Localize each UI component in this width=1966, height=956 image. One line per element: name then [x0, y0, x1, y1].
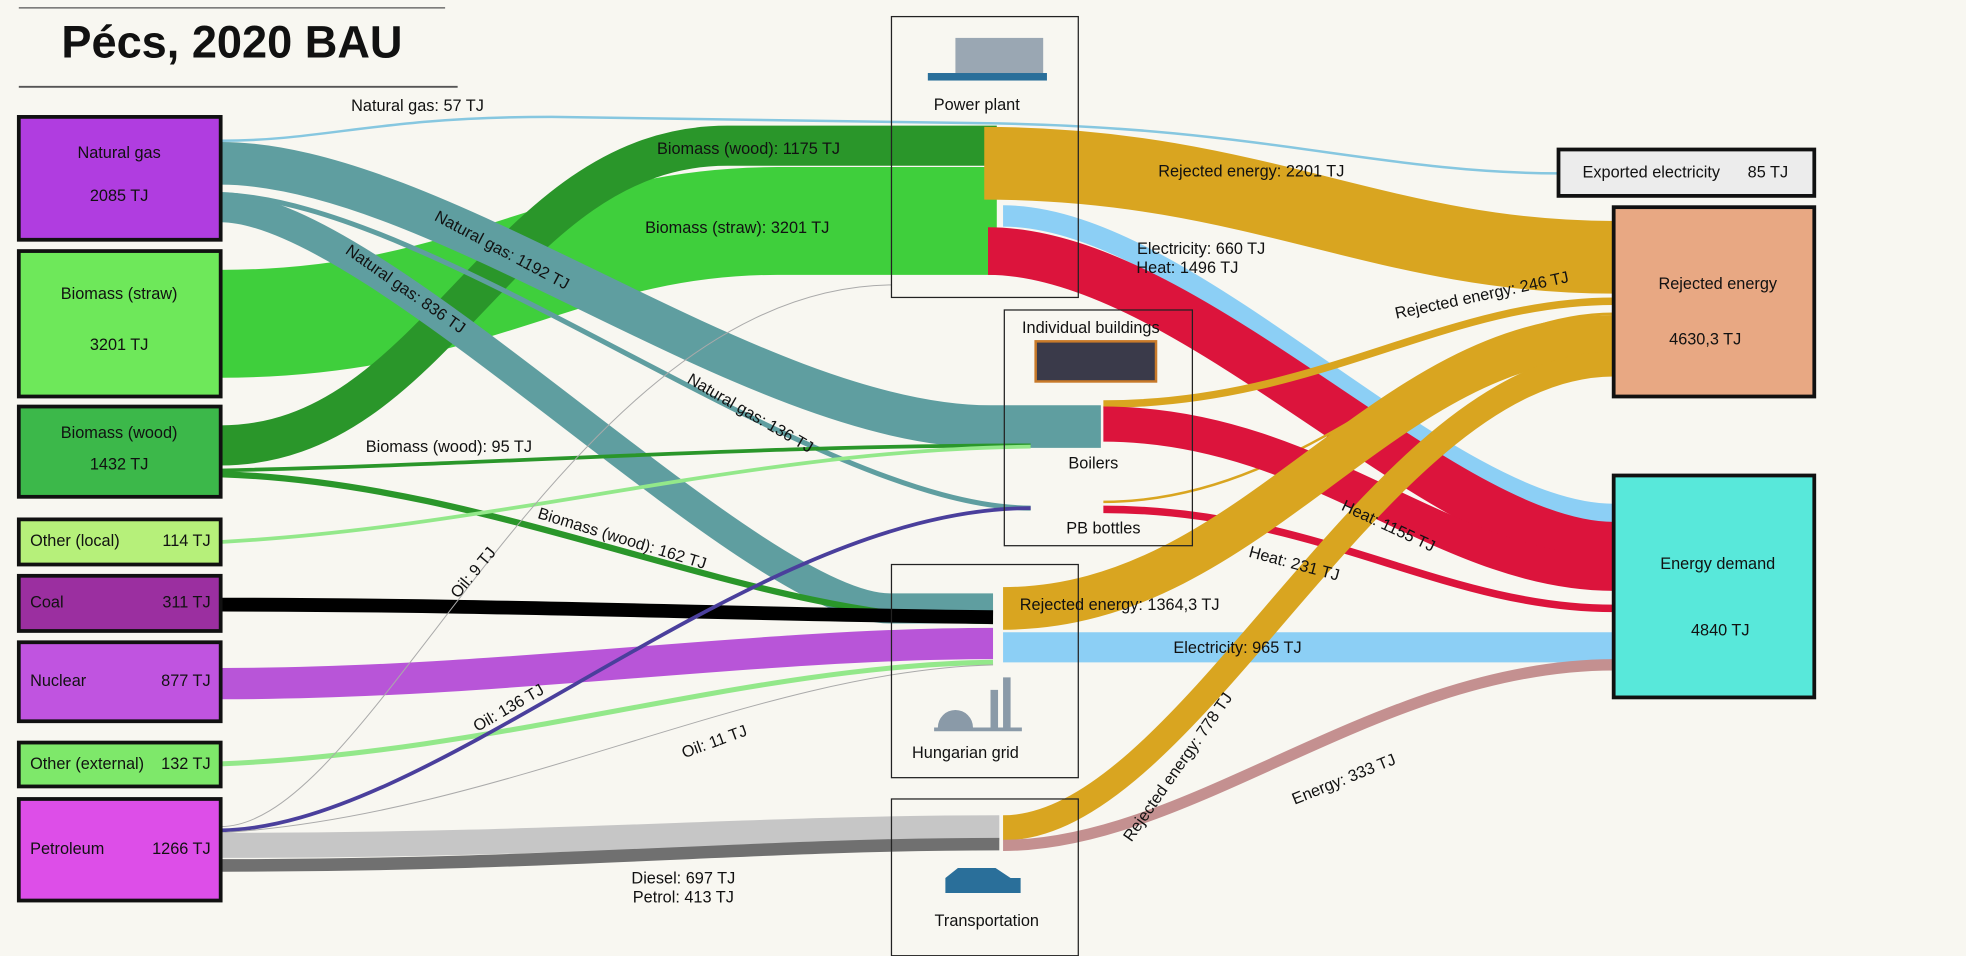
process-label: Hungarian grid: [912, 744, 1019, 762]
process-label: Individual buildings: [1022, 319, 1160, 337]
flow: [220, 192, 1031, 511]
flow: [984, 126, 1614, 294]
sink-node: [1611, 205, 1817, 399]
sink-node: [1611, 473, 1817, 700]
node-label: 4630,3 TJ: [1669, 330, 1741, 348]
icon-base: [927, 73, 1047, 81]
flow: [220, 115, 1559, 175]
flow-label: Natural gas: 57 TJ: [351, 97, 484, 115]
flow: [220, 443, 1031, 473]
process-box: [1003, 309, 1194, 547]
flow: [220, 627, 994, 700]
node-value: 114 TJ: [162, 532, 210, 550]
source-node: [16, 517, 223, 567]
icon-power-plant: [955, 37, 1044, 76]
process-label: PB bottles: [1066, 520, 1140, 538]
node-value: 3201 TJ: [90, 336, 149, 354]
node-value: 877 TJ: [161, 672, 210, 690]
flow-label: Biomass (straw): 3201 TJ: [645, 219, 829, 237]
boxes: [16, 15, 1817, 956]
node-label: Petroleum: [30, 840, 104, 858]
process-label: Transportation: [935, 912, 1039, 930]
flow: [220, 125, 997, 466]
node-label: Nuclear: [30, 672, 87, 690]
node-value: 1266 TJ: [152, 840, 211, 858]
process-box: [890, 563, 1079, 779]
node-label: 4840 TJ: [1691, 621, 1750, 639]
flow-label: Electricity: 660 TJ: [1137, 240, 1265, 258]
node-label: Biomass (wood): [61, 424, 178, 442]
flow-label: Biomass (wood): 95 TJ: [366, 438, 532, 456]
flow: [220, 597, 994, 625]
node-label: Rejected energy: [1658, 275, 1777, 293]
node-value: 2085 TJ: [90, 187, 149, 205]
flow-label: Rejected energy: 1364,3 TJ: [1020, 596, 1220, 614]
flow: [220, 815, 1000, 858]
node-value: 132 TJ: [161, 755, 210, 773]
flow-label: Diesel: 697 TJ: [631, 870, 735, 888]
source-node: [16, 249, 223, 399]
flow-label: Heat: 1496 TJ: [1136, 259, 1238, 277]
node-label: Coal: [30, 594, 64, 612]
flow: [220, 659, 994, 767]
node-label: Energy demand: [1660, 555, 1775, 573]
flow: [220, 837, 1000, 872]
flow: [219, 192, 994, 624]
flow: [1003, 659, 1614, 852]
flow: [987, 227, 1615, 570]
flow: [1003, 205, 1614, 526]
source-node: [16, 797, 223, 903]
flow: [1103, 505, 1614, 613]
source-node: [16, 573, 223, 633]
source-node: [16, 740, 223, 789]
flow-label: Electricity: 965 TJ: [1173, 639, 1301, 657]
flow: [220, 506, 1031, 833]
icon-buildings: [1034, 340, 1158, 383]
process-label: Boilers: [1068, 455, 1118, 473]
flow: [1103, 297, 1614, 408]
node-label: Biomass (straw): [61, 285, 178, 303]
node-label: Natural gas: [77, 144, 160, 162]
flow: [1002, 315, 1614, 630]
flow: [220, 444, 1031, 544]
process-box: [890, 15, 1079, 299]
title: Pécs, 2020 BAU: [61, 16, 402, 67]
source-node: [16, 640, 223, 724]
process-label: Power plant: [934, 96, 1020, 114]
node-value: 311 TJ: [162, 594, 210, 612]
icon-grid: [934, 677, 1022, 732]
flow: [220, 284, 892, 828]
node-label: Other (external): [30, 755, 144, 773]
node-label: Exported electricity: [1583, 164, 1721, 182]
flow-label: Petrol: 413 TJ: [633, 888, 734, 906]
source-node: [16, 404, 223, 499]
flow: [220, 664, 994, 834]
flow: [220, 141, 1101, 448]
node-label: Other (local): [30, 532, 120, 550]
flow-label: Biomass (wood): 1175 TJ: [657, 140, 840, 158]
node-label: 85 TJ: [1748, 164, 1788, 182]
sink-node: [1556, 147, 1817, 198]
node-value: 1432 TJ: [90, 456, 149, 474]
icon-car: [945, 867, 1021, 894]
flow-label: Rejected energy: 2201 TJ: [1158, 162, 1344, 180]
source-node: [16, 115, 223, 242]
flows: [219, 115, 1615, 872]
flow: [1002, 351, 1614, 841]
